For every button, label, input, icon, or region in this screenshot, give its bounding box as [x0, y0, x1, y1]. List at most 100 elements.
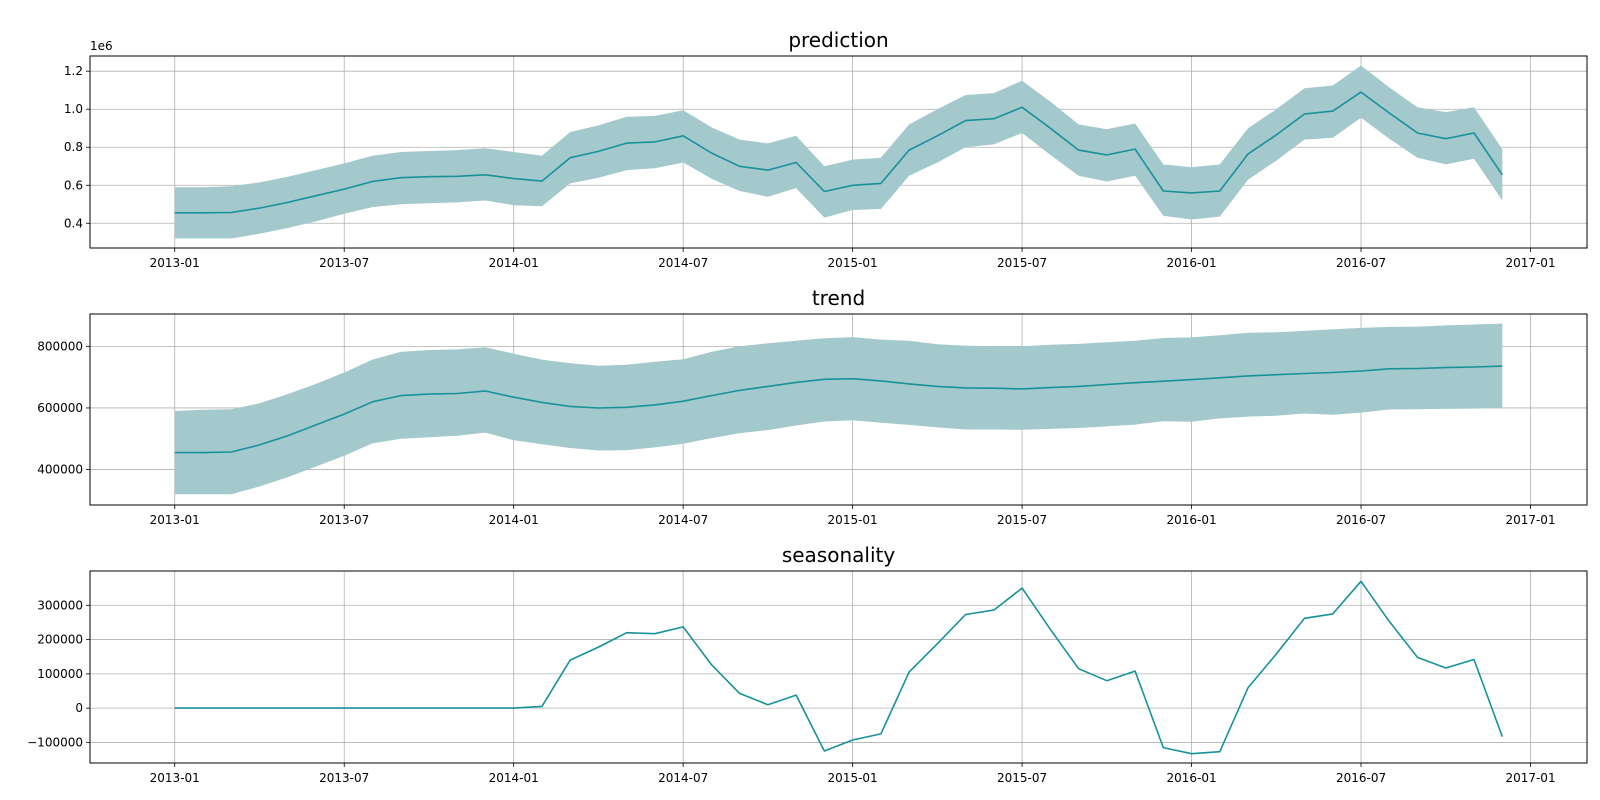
data-point — [993, 609, 995, 611]
y-tick-label: 800000 — [37, 339, 83, 353]
data-point — [964, 613, 966, 615]
x-tick-label: 2014-07 — [658, 513, 708, 527]
data-point — [964, 387, 966, 389]
data-point — [880, 380, 882, 382]
x-tick-label: 2013-07 — [319, 771, 369, 785]
x-tick-label: 2013-01 — [150, 771, 200, 785]
data-point — [1219, 377, 1221, 379]
data-point — [399, 176, 401, 178]
data-point — [654, 404, 656, 406]
data-point — [908, 149, 910, 151]
data-point — [1049, 628, 1051, 630]
data-point — [1303, 372, 1305, 374]
y-tick-label: 0.6 — [64, 178, 83, 192]
data-point — [484, 707, 486, 709]
data-point — [1275, 373, 1277, 375]
data-point — [1247, 153, 1249, 155]
data-point — [1501, 174, 1503, 176]
data-point — [908, 383, 910, 385]
data-point — [795, 694, 797, 696]
data-point — [1445, 137, 1447, 139]
data-point — [1360, 370, 1362, 372]
data-point — [738, 389, 740, 391]
data-point — [202, 451, 204, 453]
data-point — [767, 704, 769, 706]
data-point — [343, 188, 345, 190]
data-point — [1416, 132, 1418, 134]
y-offset-label: 1e6 — [90, 39, 113, 53]
data-point — [823, 190, 825, 192]
x-tick-label: 2016-07 — [1336, 771, 1386, 785]
data-point — [1473, 658, 1475, 660]
data-point — [1501, 365, 1503, 367]
data-point — [654, 633, 656, 635]
data-point — [625, 406, 627, 408]
data-point — [625, 632, 627, 634]
data-point — [1190, 753, 1192, 755]
axes-frame — [89, 313, 1588, 506]
data-point — [767, 385, 769, 387]
data-point — [1445, 667, 1447, 669]
data-point — [936, 135, 938, 137]
data-point — [1021, 106, 1023, 108]
data-point — [767, 169, 769, 171]
y-tick-label: 100000 — [37, 667, 83, 681]
data-point — [1332, 371, 1334, 373]
data-point — [993, 387, 995, 389]
data-point — [1021, 388, 1023, 390]
data-point — [287, 201, 289, 203]
data-point — [1388, 112, 1390, 114]
data-point — [315, 707, 317, 709]
data-point — [964, 119, 966, 121]
data-point — [1360, 91, 1362, 93]
data-point — [795, 161, 797, 163]
x-tick-label: 2015-01 — [828, 771, 878, 785]
data-point — [993, 118, 995, 120]
x-tick-label: 2014-07 — [658, 771, 708, 785]
data-point — [597, 150, 599, 152]
data-point — [484, 174, 486, 176]
data-point — [1077, 385, 1079, 387]
data-point — [936, 385, 938, 387]
data-point — [1416, 656, 1418, 658]
x-tick-label: 2015-01 — [828, 256, 878, 270]
x-tick-label: 2014-01 — [489, 513, 539, 527]
data-point — [371, 401, 373, 403]
panel-prediction: 2013-01 2013-07 2014-01 2014-07 2015-01 2015-… — [64, 28, 1588, 270]
data-point — [908, 671, 910, 673]
data-point — [1219, 750, 1221, 752]
axes-frame — [89, 55, 1588, 249]
data-point — [428, 176, 430, 178]
data-point — [1275, 134, 1277, 136]
data-point — [682, 135, 684, 137]
chart-title: trend — [812, 286, 865, 310]
x-tick-label: 2016-01 — [1166, 771, 1216, 785]
x-tick-label: 2015-07 — [997, 513, 1047, 527]
data-point — [541, 401, 543, 403]
data-point — [597, 646, 599, 648]
x-tick-label: 2013-07 — [319, 256, 369, 270]
data-point — [1275, 653, 1277, 655]
data-point — [512, 177, 514, 179]
data-point — [851, 184, 853, 186]
data-point — [823, 378, 825, 380]
data-point — [315, 424, 317, 426]
data-point — [738, 165, 740, 167]
data-point — [399, 394, 401, 396]
data-point — [569, 405, 571, 407]
data-point — [541, 705, 543, 707]
data-point — [569, 659, 571, 661]
x-tick-label: 2017-01 — [1505, 513, 1555, 527]
data-point — [1473, 366, 1475, 368]
data-point — [456, 392, 458, 394]
data-point — [1162, 380, 1164, 382]
series-line — [174, 365, 1503, 454]
x-tick-label: 2016-07 — [1336, 256, 1386, 270]
data-point — [1190, 378, 1192, 380]
data-point — [1388, 620, 1390, 622]
data-point — [851, 377, 853, 379]
data-point — [1077, 668, 1079, 670]
y-tick-label: 400000 — [37, 463, 83, 477]
data-point — [1473, 132, 1475, 134]
